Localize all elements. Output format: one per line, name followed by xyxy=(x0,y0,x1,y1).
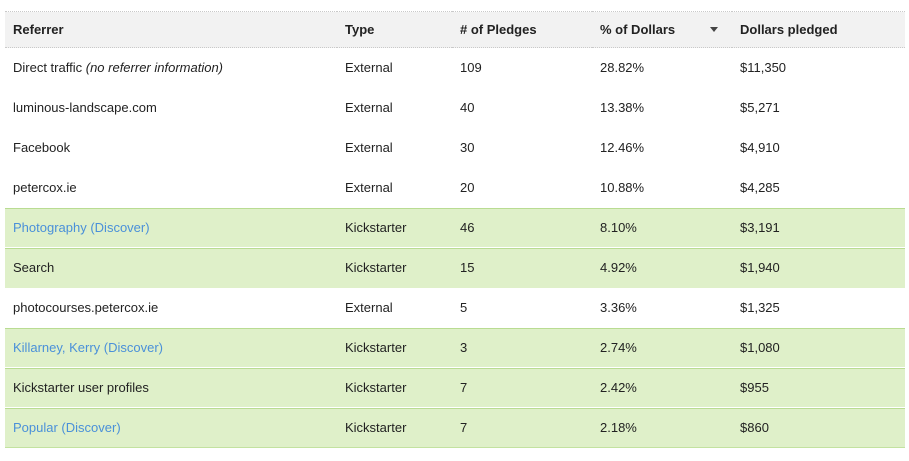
table-row-highlighted: Search Kickstarter 15 4.92% $1,940 xyxy=(5,247,905,288)
referrers-table: Referrer Type # of Pledges % of Dollars … xyxy=(5,11,905,448)
pledges-cell: 3 xyxy=(452,327,592,368)
type-cell: Kickstarter xyxy=(337,207,452,248)
type-cell: External xyxy=(337,127,452,168)
dollars-cell: $1,080 xyxy=(732,327,905,368)
table-row: Direct traffic (no referrer information)… xyxy=(5,47,905,88)
column-header-pledges[interactable]: # of Pledges xyxy=(452,11,592,48)
column-header-dollars-pledged[interactable]: Dollars pledged xyxy=(732,11,905,48)
dollars-cell: $955 xyxy=(732,367,905,408)
pledges-cell: 7 xyxy=(452,367,592,408)
referrer-label: Direct traffic xyxy=(13,60,83,76)
type-cell: External xyxy=(337,87,452,128)
table-row-highlighted: Killarney, Kerry (Discover) Kickstarter … xyxy=(5,327,905,368)
referrer-cell: petercox.ie xyxy=(5,167,337,208)
percent-cell: 3.36% xyxy=(592,287,732,328)
dollars-cell: $860 xyxy=(732,407,905,448)
referrer-cell: Popular (Discover) xyxy=(5,407,337,448)
pledges-cell: 40 xyxy=(452,87,592,128)
referrer-cell: Facebook xyxy=(5,127,337,168)
pledges-cell: 109 xyxy=(452,47,592,88)
dollars-cell: $4,285 xyxy=(732,167,905,208)
referrer-cell: Kickstarter user profiles xyxy=(5,367,337,408)
pledges-cell: 5 xyxy=(452,287,592,328)
dollars-cell: $5,271 xyxy=(732,87,905,128)
table-row-highlighted: Popular (Discover) Kickstarter 7 2.18% $… xyxy=(5,407,905,448)
type-cell: External xyxy=(337,287,452,328)
pledges-cell: 20 xyxy=(452,167,592,208)
percent-cell: 28.82% xyxy=(592,47,732,88)
table-row-highlighted: Photography (Discover) Kickstarter 46 8.… xyxy=(5,207,905,248)
percent-cell: 10.88% xyxy=(592,167,732,208)
referrer-note: (no referrer information) xyxy=(85,60,224,76)
type-cell: External xyxy=(337,167,452,208)
dollars-cell: $1,940 xyxy=(732,247,905,288)
table-header-row: Referrer Type # of Pledges % of Dollars … xyxy=(5,11,905,48)
referrer-cell: Photography (Discover) xyxy=(5,207,337,248)
table-row-highlighted: Kickstarter user profiles Kickstarter 7 … xyxy=(5,367,905,408)
column-header-percent-dollars[interactable]: % of Dollars xyxy=(592,11,732,48)
dollars-cell: $11,350 xyxy=(732,47,905,88)
referrer-link[interactable]: Photography (Discover) xyxy=(13,220,150,235)
percent-cell: 2.74% xyxy=(592,327,732,368)
sort-desc-icon[interactable] xyxy=(710,27,718,32)
referrer-link[interactable]: Popular (Discover) xyxy=(13,420,121,435)
dollars-cell: $4,910 xyxy=(732,127,905,168)
pledges-cell: 15 xyxy=(452,247,592,288)
table-row: photocourses.petercox.ie External 5 3.36… xyxy=(5,287,905,328)
pledges-cell: 30 xyxy=(452,127,592,168)
pledges-cell: 46 xyxy=(452,207,592,248)
percent-cell: 12.46% xyxy=(592,127,732,168)
referrer-link[interactable]: Killarney, Kerry (Discover) xyxy=(13,340,164,355)
table-row: petercox.ie External 20 10.88% $4,285 xyxy=(5,167,905,208)
column-header-percent-label: % of Dollars xyxy=(600,22,676,37)
table-row: luminous-landscape.com External 40 13.38… xyxy=(5,87,905,128)
pledges-cell: 7 xyxy=(452,407,592,448)
percent-cell: 13.38% xyxy=(592,87,732,128)
percent-cell: 2.18% xyxy=(592,407,732,448)
type-cell: Kickstarter xyxy=(337,367,452,408)
dollars-cell: $3,191 xyxy=(732,207,905,248)
referrer-cell: Direct traffic (no referrer information) xyxy=(5,47,337,88)
type-cell: External xyxy=(337,47,452,88)
column-header-type[interactable]: Type xyxy=(337,11,452,48)
percent-cell: 8.10% xyxy=(592,207,732,248)
referrer-cell: Search xyxy=(5,247,337,288)
dollars-cell: $1,325 xyxy=(732,287,905,328)
referrer-cell: Killarney, Kerry (Discover) xyxy=(5,327,337,368)
type-cell: Kickstarter xyxy=(337,327,452,368)
referrer-cell: luminous-landscape.com xyxy=(5,87,337,128)
percent-cell: 2.42% xyxy=(592,367,732,408)
percent-cell: 4.92% xyxy=(592,247,732,288)
referrer-cell: photocourses.petercox.ie xyxy=(5,287,337,328)
type-cell: Kickstarter xyxy=(337,407,452,448)
table-row: Facebook External 30 12.46% $4,910 xyxy=(5,127,905,168)
type-cell: Kickstarter xyxy=(337,247,452,288)
column-header-referrer[interactable]: Referrer xyxy=(5,11,337,48)
referrers-report: Referrer Type # of Pledges % of Dollars … xyxy=(5,11,905,448)
